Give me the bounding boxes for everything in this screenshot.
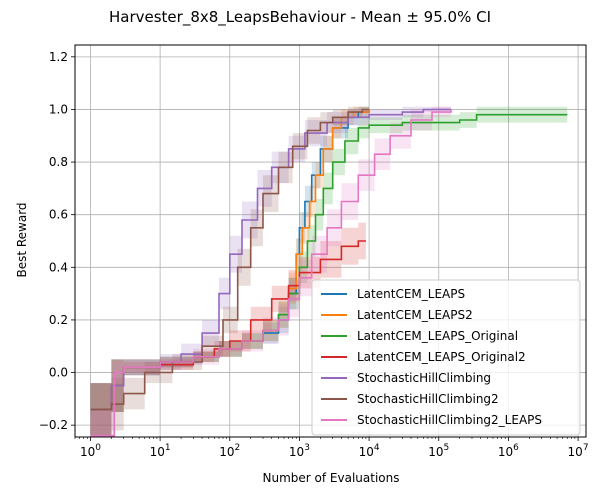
y-tick-label: 0.4 [49,260,68,274]
series-lines [90,108,568,437]
plot-frame [74,44,587,438]
y-tick-label: −0.2 [39,418,68,432]
series-line-6 [90,109,452,437]
ci-band-4 [90,106,451,436]
legend-entry-6: StochasticHillClimbing2_LEAPS [357,413,542,427]
ci-band-6 [90,106,451,438]
ci-band-5 [90,106,370,436]
confidence-bands [90,106,568,438]
x-tick-label: 107 [568,443,589,459]
axis-ticks: 100 101 102 103 104 105 106 107 −0.2 0.0 0.2 0.4 0.6… [39,50,589,459]
x-tick-label: 101 [150,443,171,459]
y-tick-label: 0.0 [49,366,68,380]
y-tick-label: 0.6 [49,208,68,222]
chart-title: Harvester_8x8_LeapsBehaviour - Mean ± 95… [109,8,491,27]
legend-entry-2: LatentCEM_LEAPS_Original [357,329,518,343]
legend-entry-1: LatentCEM_LEAPS2 [357,308,473,322]
legend-entry-4: StochasticHillClimbing [357,371,491,385]
y-axis-label: Best Reward [15,202,29,277]
ci-band-2 [90,106,568,436]
x-tick-label: 103 [289,443,310,459]
legend-entry-3: LatentCEM_LEAPS_Original2 [357,350,526,364]
x-tick-label: 102 [219,443,240,459]
x-tick-label: 100 [80,443,101,459]
x-tick-label: 106 [498,443,519,459]
legend: LatentCEM_LEAPS LatentCEM_LEAPS2 LatentCEM… [311,279,581,436]
legend-box [311,279,581,436]
legend-entry-5: StochasticHillClimbing2 [357,392,499,406]
x-axis-label: Number of Evaluations [263,471,400,485]
series-line-5 [90,108,370,411]
y-tick-label: 1.0 [49,102,68,116]
y-tick-label: 1.2 [49,50,68,64]
x-tick-label: 104 [359,443,380,459]
ci-band-0 [90,106,370,436]
ci-band-1 [90,106,370,436]
ci-band-3 [90,222,366,436]
x-tick-label: 105 [428,443,449,459]
legend-entry-0: LatentCEM_LEAPS [357,287,465,301]
y-tick-label: 0.8 [49,155,68,169]
y-tick-label: 0.2 [49,313,68,327]
